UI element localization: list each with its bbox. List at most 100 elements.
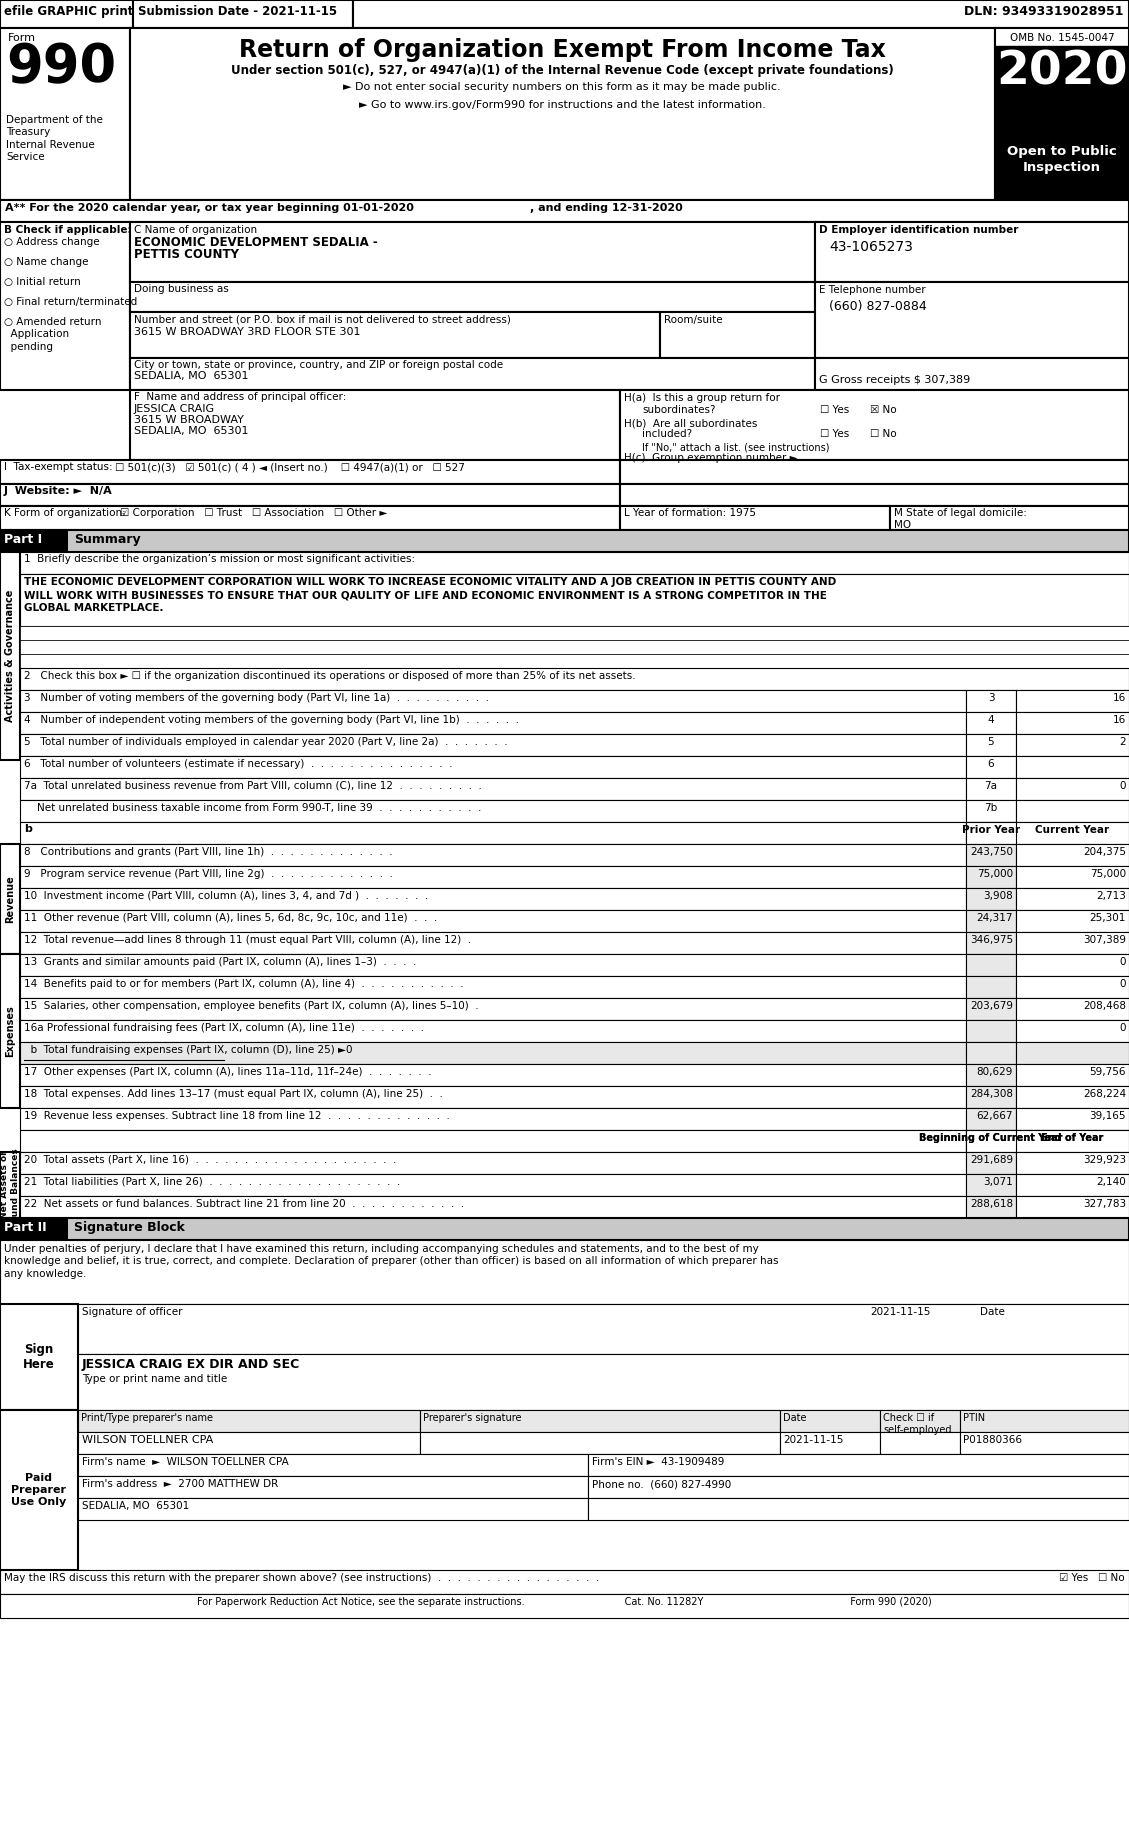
Text: b  Total fundraising expenses (Part IX, column (D), line 25) ►0: b Total fundraising expenses (Part IX, c… [24,1046,352,1055]
Bar [1016,1108,1129,1130]
Text: THE ECONOMIC DEVELOPMENT CORPORATION WILL WORK TO INCREASE ECONOMIC VITALITY AND: THE ECONOMIC DEVELOPMENT CORPORATION WIL… [24,577,837,586]
Text: Net unrelated business taxable income from Form 990-T, line 39  .  .  .  .  .  .: Net unrelated business taxable income fr… [24,802,481,813]
Text: 6   Total number of volunteers (estimate if necessary)  .  .  .  .  .  .  .  .  : 6 Total number of volunteers (estimate i… [24,760,453,769]
Text: C Name of organization: C Name of organization [134,225,257,234]
Text: WILL WORK WITH BUSINESSES TO ENSURE THAT OUR QAULITY OF LIFE AND ECONOMIC ENVIRO: WILL WORK WITH BUSINESSES TO ENSURE THAT… [24,590,826,599]
Text: 7a: 7a [984,782,998,791]
Text: 268,224: 268,224 [1083,1090,1126,1099]
Bar [815,282,1129,358]
Text: Open to Public
Inspection: Open to Public Inspection [1007,146,1117,173]
Bar [1016,1086,1129,1108]
Text: E Telephone number: E Telephone number [819,286,926,295]
Text: Doing business as: Doing business as [134,284,229,293]
Bar [0,28,130,199]
Text: OMB No. 1545-0047: OMB No. 1545-0047 [1009,33,1114,42]
Text: ☐ 501(c)(3)   ☑ 501(c) ( 4 ) ◄ (Insert no.)    ☐ 4947(a)(1) or   ☐ 527: ☐ 501(c)(3) ☑ 501(c) ( 4 ) ◄ (Insert no.… [115,463,465,472]
Bar [966,1086,1016,1108]
Bar [20,1152,966,1175]
Text: 16a Professional fundraising fees (Part IX, column (A), line 11e)  .  .  .  .  .: 16a Professional fundraising fees (Part … [24,1023,425,1033]
Text: 327,783: 327,783 [1083,1199,1126,1210]
Bar [0,505,620,529]
Text: 19  Revenue less expenses. Subtract line 18 from line 12  .  .  .  .  .  .  .  .: 19 Revenue less expenses. Subtract line … [24,1110,449,1121]
Text: 6: 6 [988,760,995,769]
Text: 7b: 7b [984,802,998,813]
Bar [0,221,130,389]
Bar [0,1219,68,1239]
Bar [1016,690,1129,712]
Text: Summary: Summary [75,533,141,546]
Bar [966,1175,1016,1197]
Text: 22  Net assets or fund balances. Subtract line 21 from line 20  .  .  .  .  .  .: 22 Net assets or fund balances. Subtract… [24,1199,464,1210]
Text: Print/Type preparer's name: Print/Type preparer's name [81,1413,213,1424]
Text: 24,317: 24,317 [977,913,1013,924]
Bar [20,845,966,867]
Text: H(a)  Is this a group return for: H(a) Is this a group return for [624,393,780,404]
Bar [130,389,620,459]
Bar [966,1108,1016,1130]
Bar [130,312,660,358]
Text: L Year of formation: 1975: L Year of formation: 1975 [624,507,756,518]
Bar [20,1086,966,1108]
Bar [20,573,1129,625]
Text: Beginning of Current Year: Beginning of Current Year [919,1132,1062,1143]
Bar [995,135,1129,199]
Bar [78,1475,588,1497]
Text: Firm's name  ►  WILSON TOELLNER CPA: Firm's name ► WILSON TOELLNER CPA [82,1457,289,1468]
Bar [966,1042,1016,1064]
Text: 0: 0 [1120,782,1126,791]
Bar [78,1304,1129,1353]
Bar [20,690,966,712]
Text: ○ Name change: ○ Name change [5,256,88,267]
Text: Number and street (or P.O. box if mail is not delivered to street address): Number and street (or P.O. box if mail i… [134,315,511,325]
Bar [966,800,1016,822]
Text: 13  Grants and similar amounts paid (Part IX, column (A), lines 1–3)  .  .  .  .: 13 Grants and similar amounts paid (Part… [24,957,417,966]
Bar [20,909,966,931]
Bar [0,1304,78,1411]
Bar [0,1219,1129,1239]
Text: 0: 0 [1120,1023,1126,1033]
Text: 2   Check this box ► ☐ if the organization discontinued its operations or dispos: 2 Check this box ► ☐ if the organization… [24,671,636,680]
Text: Room/suite: Room/suite [664,315,723,325]
Text: Signature of officer: Signature of officer [82,1307,183,1317]
Bar [966,1152,1016,1175]
Bar [420,1411,780,1433]
Bar [20,998,966,1020]
Bar [78,1455,588,1475]
Text: 2020: 2020 [996,50,1128,96]
Bar [1016,1020,1129,1042]
Text: 12  Total revenue—add lines 8 through 11 (must equal Part VIII, column (A), line: 12 Total revenue—add lines 8 through 11 … [24,935,471,944]
Text: 25,301: 25,301 [1089,913,1126,924]
Text: 43-1065273: 43-1065273 [829,240,913,254]
Text: Return of Organization Exempt From Income Tax: Return of Organization Exempt From Incom… [238,39,885,63]
Text: 5: 5 [988,738,995,747]
Bar [966,998,1016,1020]
Bar [890,505,1129,529]
Text: Date: Date [980,1307,1005,1317]
Bar [20,778,966,800]
Text: 18  Total expenses. Add lines 13–17 (must equal Part IX, column (A), line 25)  .: 18 Total expenses. Add lines 13–17 (must… [24,1090,443,1099]
Text: If "No," attach a list. (see instructions): If "No," attach a list. (see instruction… [642,443,830,452]
Text: I  Tax-exempt status:: I Tax-exempt status: [5,463,113,472]
Text: H(b)  Are all subordinates: H(b) Are all subordinates [624,419,758,428]
Text: ☐ Yes: ☐ Yes [820,430,849,439]
Bar [1016,1064,1129,1086]
Text: Revenue: Revenue [5,876,15,922]
Bar [1016,1197,1129,1219]
Text: ○ Address change: ○ Address change [5,238,99,247]
Text: 7a  Total unrelated business revenue from Part VIII, column (C), line 12  .  .  : 7a Total unrelated business revenue from… [24,782,482,791]
Text: 204,375: 204,375 [1083,846,1126,857]
Text: included?: included? [642,430,692,439]
Bar [0,483,620,505]
Text: efile GRAPHIC print: efile GRAPHIC print [5,6,133,18]
Text: Type or print name and title: Type or print name and title [82,1374,227,1385]
Text: 10  Investment income (Part VIII, column (A), lines 3, 4, and 7d )  .  .  .  .  : 10 Investment income (Part VIII, column … [24,891,428,902]
Bar [966,909,1016,931]
Bar [1016,931,1129,953]
Bar [0,1569,1129,1593]
Bar [1016,1152,1129,1175]
Text: 2,140: 2,140 [1096,1176,1126,1188]
Text: SEDALIA, MO  65301: SEDALIA, MO 65301 [134,371,248,382]
Text: End of Year: End of Year [1041,1132,1104,1143]
Bar [130,358,815,389]
Bar [966,1130,1129,1152]
